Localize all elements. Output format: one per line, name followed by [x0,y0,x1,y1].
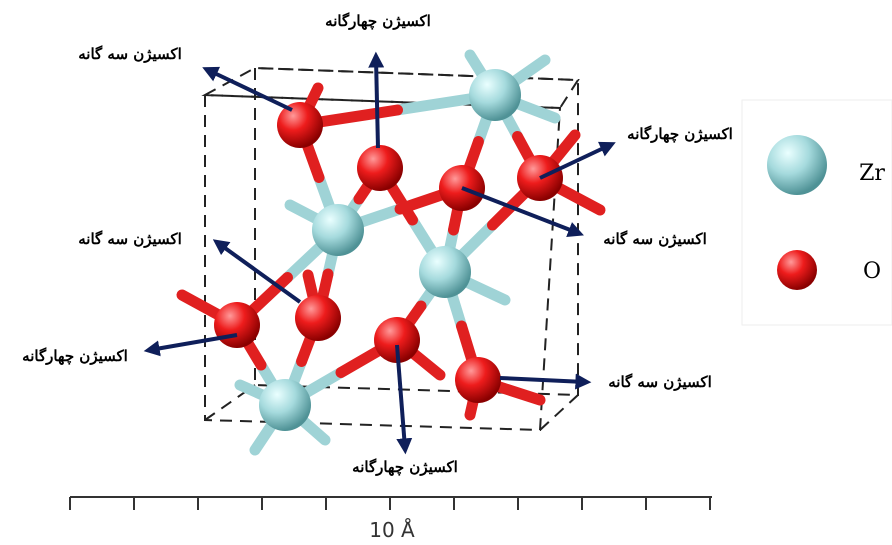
zr-atom [312,204,364,256]
legend-label: O [863,259,881,284]
atom-label: اکسیژن سه گانه [603,230,707,248]
atom-label: اکسیژن سه گانه [78,230,182,248]
zr-atom [469,69,521,121]
atom-label: اکسیژن چهارگانه [352,458,458,476]
atom-label: اکسیژن سه گانه [78,45,182,63]
atom-label: اکسیژن چهارگانه [325,12,431,30]
o-atom [277,102,323,148]
atom-label: اکسیژن چهارگانه [627,125,733,143]
o-atom [214,302,260,348]
legend-o-swatch [777,250,817,290]
zr-atom [259,379,311,431]
unit-cell [205,68,578,430]
arrow [208,70,292,110]
legend-label: Zr [859,161,885,186]
atom-label: اکسیژن چهارگانه [22,347,128,365]
scale-bar [70,497,712,510]
legend-zr-swatch [767,135,827,195]
atom-label: اکسیژن سه گانه [608,373,712,391]
o-atom [295,295,341,341]
legend-box [742,100,892,325]
arrow [376,58,378,148]
o-atom [357,145,403,191]
arrow [500,378,585,382]
scale-label: 10 Å [369,518,415,542]
zr-atom [419,246,471,298]
bonds [182,55,600,450]
o-atom [455,357,501,403]
figure: اکسیژن سه گانه اکسیژن چهارگانه اکسیژن چهار… [0,0,892,545]
